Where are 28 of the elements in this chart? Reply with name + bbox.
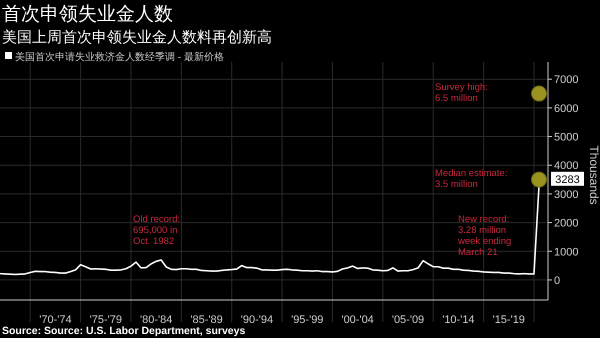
chart-subtitle: 美国上周首次申领失业金人数料再创新高 — [2, 29, 272, 46]
x-tick-label: '15-'19 — [492, 314, 525, 326]
legend-label: 美国首次申请失业救济金人数经季调 - 最新价格 — [15, 51, 224, 63]
y-axis-title: Thousands — [587, 145, 600, 205]
y-tick-label: 0 — [554, 274, 560, 287]
y-tick-label: 5000 — [554, 132, 578, 144]
x-tick-label: '10-'14 — [442, 314, 475, 326]
y-tick-label: 7000 — [554, 74, 578, 86]
x-tick-label: '80-'84 — [140, 314, 172, 326]
y-tick-label: 4000 — [554, 160, 578, 172]
x-tick-label: '70-'74 — [39, 314, 72, 326]
x-tick-label: '05-'09 — [392, 314, 424, 326]
y-tick-label: 1000 — [554, 246, 578, 258]
source-note: Source: Source: U.S. Labor Department, surveys — [2, 325, 246, 337]
data-label: 3283 — [555, 174, 580, 186]
y-tick-label: 2000 — [554, 218, 578, 230]
x-tick-label: '75-'79 — [90, 314, 122, 326]
annotation: Old record: 695,000 in Oct. 1982 — [133, 214, 180, 247]
y-tick-label: 3000 — [554, 188, 578, 201]
annotation: Median estimate: 3.5 million — [435, 168, 508, 190]
x-tick-label: '85-'89 — [190, 314, 223, 326]
x-tick-label: '95-'99 — [291, 314, 324, 326]
x-tick-label: '90-'94 — [240, 314, 274, 326]
chart-title: 首次申领失业金人数 — [2, 4, 173, 25]
y-tick-label: 6000 — [554, 102, 578, 115]
x-tick-label: '00-'04 — [341, 314, 374, 326]
annotation: New record: 3.28 million week ending March 21 — [457, 214, 512, 258]
annotation: Survey high: 6.5 million — [435, 82, 488, 104]
